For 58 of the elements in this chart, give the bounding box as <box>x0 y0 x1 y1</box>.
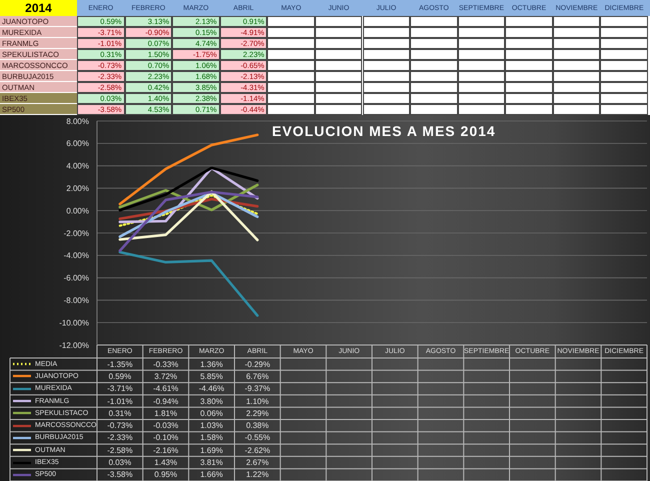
data-label: 0.06% <box>200 408 223 418</box>
data-label: -2.16% <box>153 446 178 455</box>
data-label: 1.58% <box>200 433 223 442</box>
y-tick-label: 2.00% <box>66 184 89 194</box>
chart-title: EVOLUCION MES A MES 2014 <box>272 123 496 139</box>
y-tick-label: -2.00% <box>64 228 89 238</box>
line-series <box>118 134 259 206</box>
data-label: 6.76% <box>246 372 269 381</box>
data-label: 0.59% <box>108 372 132 381</box>
y-tick-label: -12.00% <box>59 340 89 350</box>
line-series <box>118 166 259 212</box>
data-label: 1.81% <box>154 408 178 418</box>
data-label: 2.67% <box>246 458 269 468</box>
data-label: 0.03% <box>108 458 132 468</box>
data-label: -0.94% <box>153 396 178 406</box>
data-label: 1.36% <box>200 360 223 369</box>
data-label: -4.61% <box>153 384 178 394</box>
y-tick-label: 4.00% <box>66 162 89 171</box>
data-label: -2.62% <box>244 446 270 455</box>
data-label: -0.55% <box>244 433 270 442</box>
data-label: -0.03% <box>153 421 178 430</box>
data-label: -3.58% <box>107 470 133 480</box>
data-label: 3.81% <box>200 458 223 468</box>
data-label: 0.31% <box>108 408 132 418</box>
y-tick-label: -6.00% <box>64 274 89 283</box>
data-label: 3.72% <box>154 372 178 381</box>
data-label: -0.73% <box>107 421 133 430</box>
line-series <box>118 194 259 227</box>
data-label: 1.66% <box>200 470 223 480</box>
data-label: 0.95% <box>154 470 178 480</box>
y-tick-label: -10.00% <box>59 318 89 328</box>
data-label: -1.35% <box>107 360 133 369</box>
data-label: -0.29% <box>244 360 270 369</box>
data-label: 0.38% <box>246 421 269 430</box>
line-series <box>118 250 259 317</box>
data-label: -4.46% <box>198 384 224 394</box>
line-series <box>118 190 259 252</box>
data-label: -9.37% <box>244 384 270 394</box>
data-label: -3.71% <box>107 384 133 394</box>
data-label: 1.22% <box>246 470 269 480</box>
y-tick-label: 0.00% <box>66 206 89 216</box>
y-tick-label: -8.00% <box>64 296 89 306</box>
chart-title: 2014 <box>0 0 77 16</box>
y-tick-label: 8.00% <box>66 116 89 126</box>
data-label: -0.10% <box>153 433 178 442</box>
y-tick-label: -4.00% <box>64 251 89 260</box>
data-label: -2.33% <box>107 433 133 442</box>
data-label: 5.85% <box>200 372 223 381</box>
data-label: -2.58% <box>107 446 133 455</box>
data-label: 2.29% <box>246 408 269 418</box>
data-label: 1.10% <box>246 396 269 406</box>
data-label: -1.01% <box>107 396 133 406</box>
data-label: 1.03% <box>200 421 223 430</box>
data-label: 1.69% <box>200 446 223 455</box>
data-label: -0.33% <box>153 360 178 369</box>
data-label: 1.43% <box>154 458 178 468</box>
data-label: 3.80% <box>200 396 223 406</box>
y-tick-label: 6.00% <box>66 139 89 148</box>
